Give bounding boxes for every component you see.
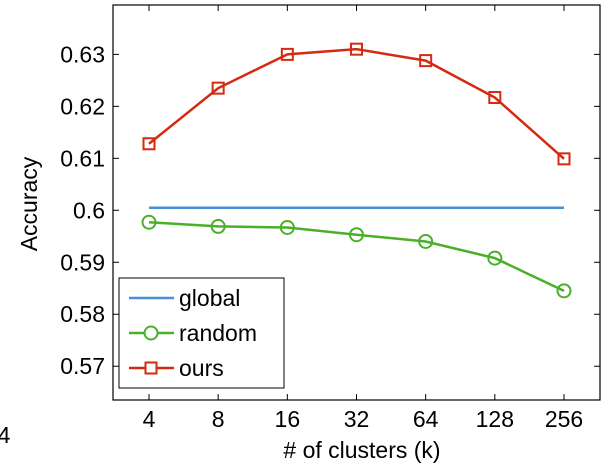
x-tick-label: 16 (275, 406, 301, 432)
x-tick-label: 64 (413, 406, 439, 432)
data-point-ours (142, 137, 156, 151)
y-tick-label: 0.57 (60, 353, 105, 379)
data-point-ours (488, 91, 502, 105)
data-point-ours (280, 47, 294, 61)
legend-label-random: random (179, 320, 257, 346)
legend-marker-random (143, 325, 159, 341)
x-axis-label: # of clusters (k) (283, 437, 440, 463)
data-point-random (556, 283, 572, 299)
series-line-ours (148, 47, 565, 160)
x-tick-label: 8 (212, 406, 225, 432)
data-point-random (141, 214, 157, 230)
stray-tick-label: 4 (0, 422, 11, 448)
y-tick-label: 0.58 (60, 301, 105, 327)
data-point-random (418, 233, 434, 249)
y-tick-label: 0.61 (60, 145, 105, 171)
series-line-random (148, 221, 565, 292)
data-point-random (487, 250, 503, 266)
data-point-ours (211, 81, 225, 95)
data-point-random (210, 218, 226, 234)
x-tick-label: 32 (344, 406, 370, 432)
data-point-ours (557, 152, 571, 166)
legend-label-ours: ours (179, 355, 224, 381)
y-tick-label: 0.59 (60, 249, 105, 275)
data-point-random (349, 227, 364, 243)
x-tick-label: 4 (143, 406, 156, 432)
plot-area: 0.57 0.58 0.59 0.6 0.61 0.62 0.63 4 8 16 32 64 128 25… (60, 4, 601, 432)
legend-marker-ours (144, 361, 158, 375)
data-point-random (279, 219, 295, 235)
x-tick-label: 128 (476, 406, 514, 432)
data-point-ours (419, 54, 433, 68)
y-tick-label: 0.62 (60, 93, 105, 119)
y-axis-label: Accuracy (16, 156, 42, 251)
legend-label-global: global (179, 285, 240, 311)
y-tick-label: 0.6 (73, 197, 105, 223)
y-tick-label: 0.63 (60, 41, 105, 67)
data-point-ours (350, 42, 363, 56)
x-tick-label: 256 (545, 406, 583, 432)
legend: global random ours (118, 277, 285, 389)
